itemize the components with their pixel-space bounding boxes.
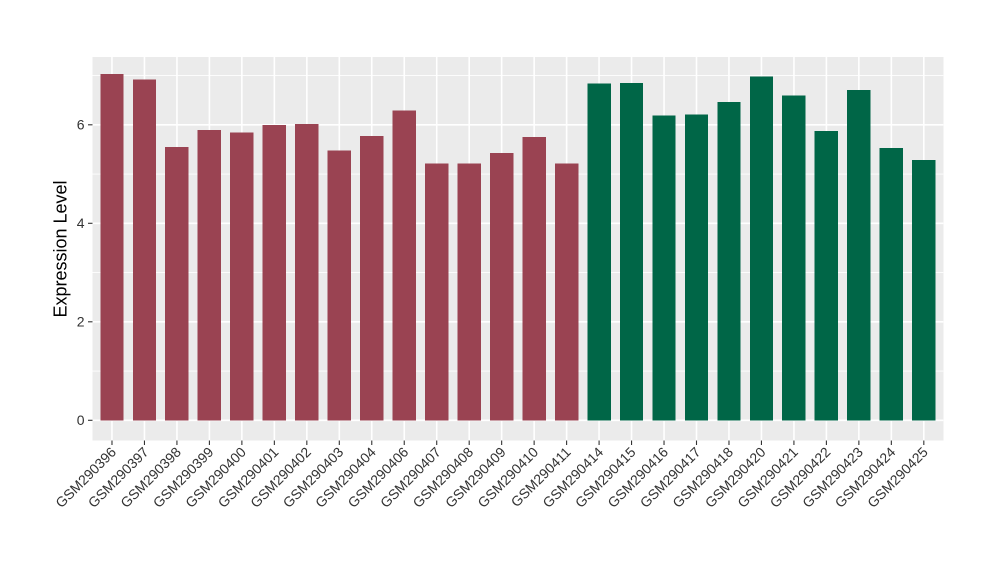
- bar-GSM290425: [912, 159, 936, 421]
- bar-GSM290415: [619, 82, 644, 421]
- bar-GSM290404: [360, 136, 384, 421]
- bar-GSM290420: [749, 76, 774, 421]
- bar-GSM290406: [392, 110, 416, 421]
- bar-GSM290409: [489, 152, 514, 421]
- bar-GSM290423: [847, 89, 871, 421]
- bar-GSM290397: [132, 79, 157, 421]
- bar-GSM290398: [165, 146, 189, 421]
- bar-GSM290416: [652, 115, 676, 421]
- bar-GSM290401: [262, 124, 287, 421]
- bar-GSM290422: [814, 131, 839, 421]
- bar-GSM290403: [327, 150, 351, 421]
- bar-GSM290400: [230, 132, 254, 421]
- bar-GSM290402: [295, 123, 319, 421]
- y-axis-tick-label: 0: [77, 412, 85, 428]
- bar-GSM290396: [100, 74, 124, 421]
- bar-GSM290414: [587, 83, 611, 421]
- bar-GSM290418: [717, 102, 741, 421]
- bar-GSM290417: [684, 114, 709, 421]
- bar-GSM290411: [554, 163, 579, 421]
- y-axis-tick-label: 4: [77, 215, 85, 231]
- bar-GSM290421: [782, 95, 806, 421]
- bar-GSM290410: [522, 137, 546, 421]
- bar-GSM290399: [197, 130, 222, 421]
- y-axis-tick-label: 2: [77, 314, 85, 330]
- y-axis-title: Expression Level: [50, 180, 71, 318]
- bar-GSM290424: [879, 147, 904, 421]
- y-axis-tick-label: 6: [77, 117, 85, 133]
- bar-GSM290408: [457, 163, 481, 421]
- bar-GSM290407: [425, 163, 449, 421]
